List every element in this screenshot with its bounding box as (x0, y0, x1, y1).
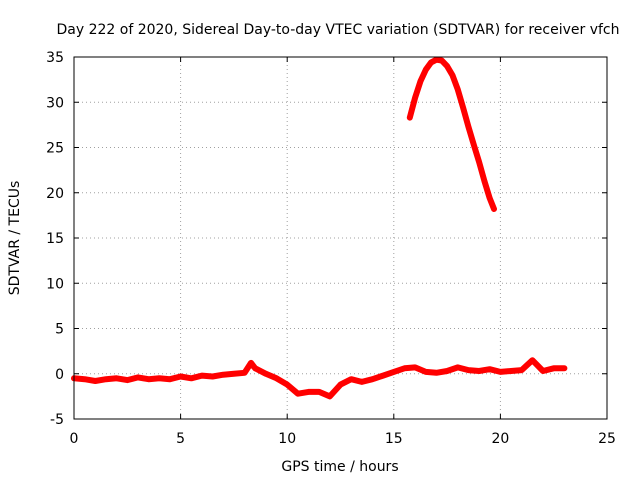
y-tick-label: 30 (46, 95, 64, 111)
x-tick-label: 5 (176, 431, 185, 447)
y-tick-label: 0 (55, 367, 64, 383)
y-axis-label: SDTVAR / TECUs (7, 181, 23, 296)
y-tick-label: -5 (50, 412, 64, 428)
y-tick-label: 10 (46, 276, 64, 292)
x-tick-label: 25 (598, 431, 616, 447)
x-axis-label: GPS time / hours (281, 459, 398, 475)
y-tick-label: 5 (55, 322, 64, 338)
series-line-1 (71, 357, 568, 400)
y-tick-label: 35 (46, 50, 64, 66)
y-tick-label: 20 (46, 186, 64, 202)
y-tick-label: 15 (46, 231, 64, 247)
x-tick-label: 0 (70, 431, 79, 447)
x-tick-label: 15 (385, 431, 403, 447)
x-tick-label: 10 (278, 431, 296, 447)
chart-title: Day 222 of 2020, Sidereal Day-to-day VTE… (56, 22, 619, 38)
y-tick-label: 25 (46, 141, 64, 157)
grid (74, 57, 607, 419)
x-tick-label: 20 (491, 431, 509, 447)
ticks: 0 5 10 15 20 25 -5 0 5 10 15 20 25 30 35 (46, 50, 616, 447)
series-line-2 (406, 56, 497, 212)
series-layer (71, 56, 568, 400)
